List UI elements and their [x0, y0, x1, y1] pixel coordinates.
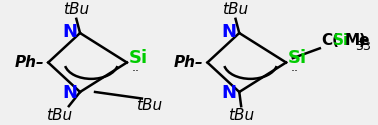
Text: Si: Si [129, 49, 147, 67]
Text: tBu: tBu [63, 2, 89, 16]
Text: 3: 3 [362, 40, 370, 53]
Text: ): ) [358, 33, 365, 48]
Text: N: N [221, 84, 236, 102]
Text: Si: Si [333, 33, 349, 48]
Text: Ph–: Ph– [174, 55, 204, 70]
Text: tBu: tBu [223, 2, 249, 16]
Text: N: N [62, 84, 77, 102]
Text: tBu: tBu [46, 108, 73, 124]
Text: Si: Si [288, 49, 307, 67]
Text: ··: ·· [132, 65, 140, 78]
Text: N: N [221, 23, 236, 41]
Text: tBu: tBu [228, 108, 254, 124]
Text: N: N [62, 23, 77, 41]
Text: C(: C( [322, 33, 340, 48]
Text: 3: 3 [355, 40, 363, 53]
Text: Ph–: Ph– [15, 55, 45, 70]
Text: Me: Me [344, 33, 370, 48]
Text: ··: ·· [291, 65, 299, 78]
Text: tBu: tBu [136, 98, 163, 113]
